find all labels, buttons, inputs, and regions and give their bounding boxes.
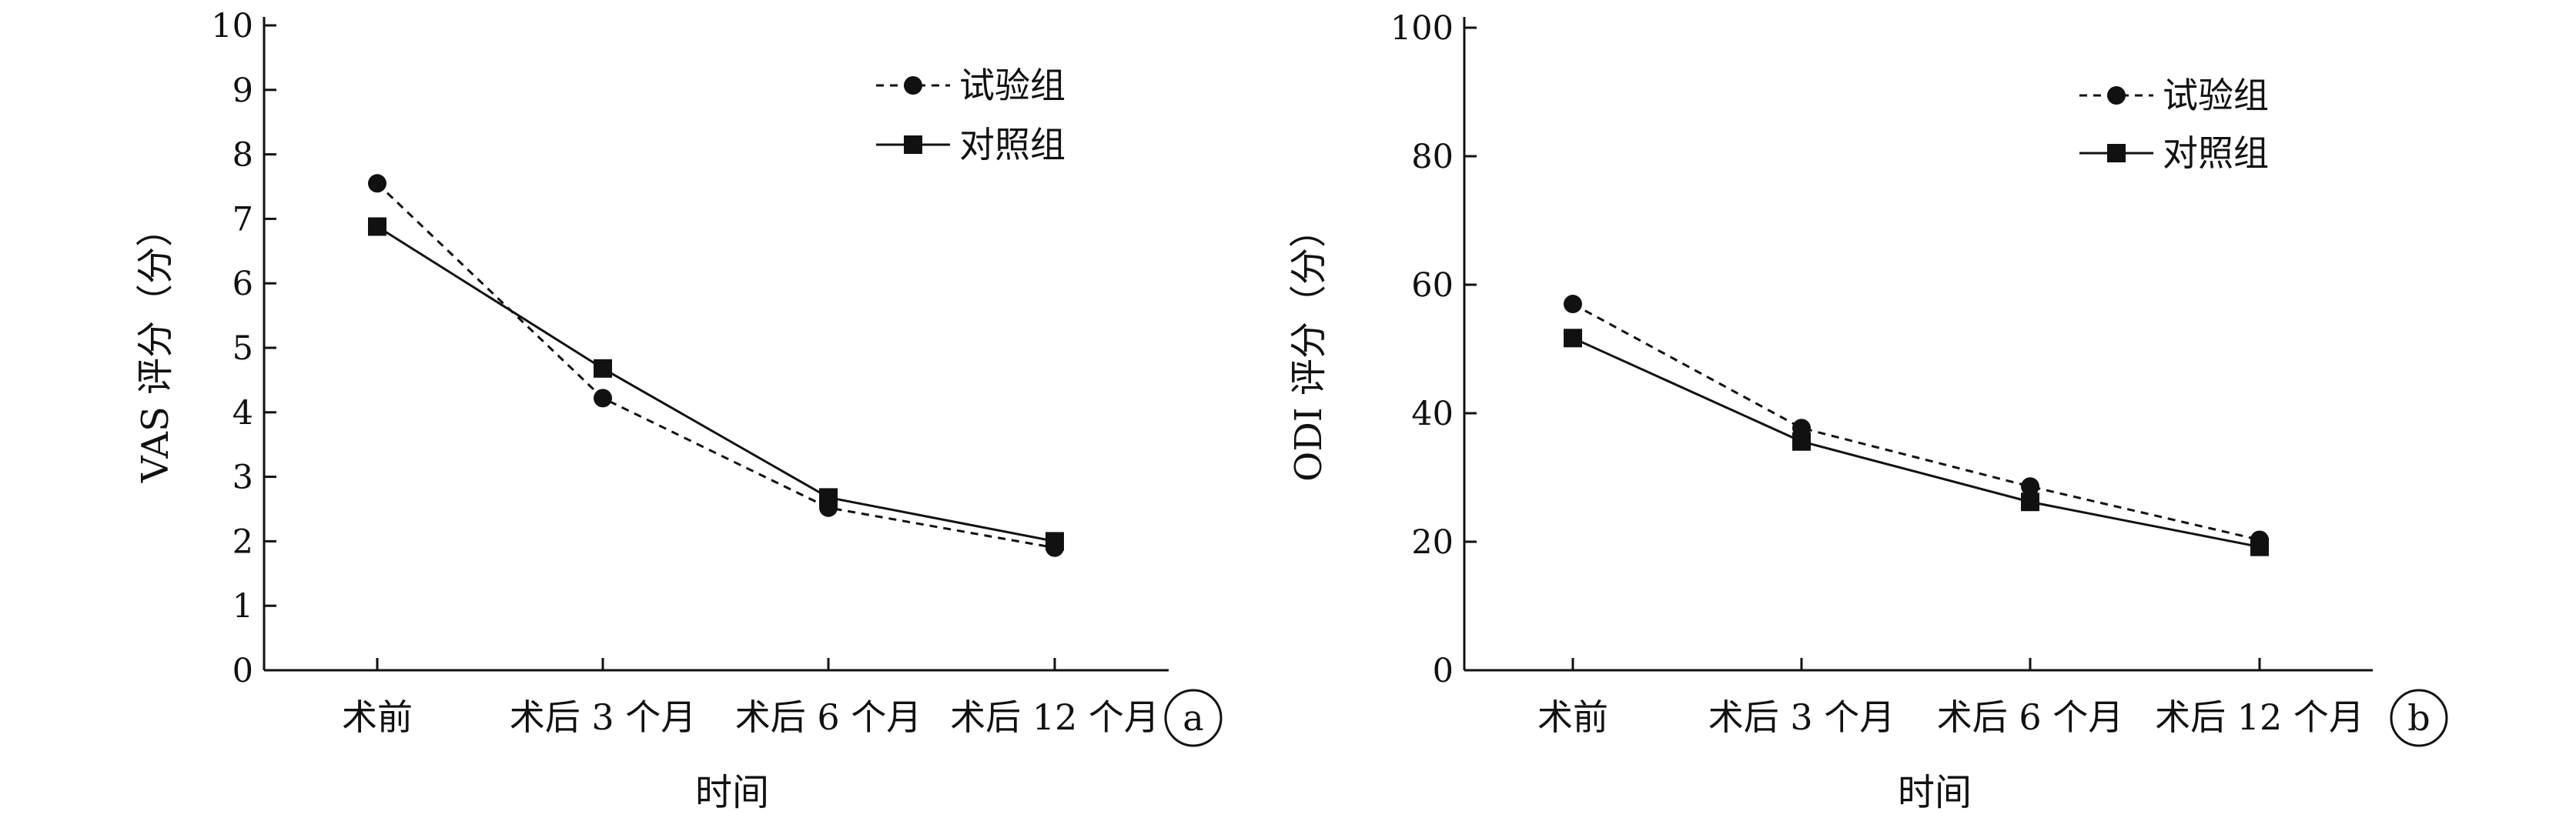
data-point-test: [819, 498, 838, 517]
data-point-test: [1792, 419, 1811, 438]
panel-label-circle: [2390, 689, 2448, 747]
y-tick-label: 7: [233, 200, 253, 239]
legend-label: 试验组: [959, 65, 1066, 106]
series-line-control: [1572, 336, 2260, 549]
x-tick-label: 术后 6 个月: [735, 696, 922, 738]
y-tick-label: 100: [1390, 9, 1454, 48]
y-tick-label: 8: [233, 136, 253, 175]
series-line-test: [1572, 302, 2260, 541]
y-tick-label: 5: [233, 329, 253, 368]
x-axis-title: 时间: [1898, 771, 1972, 814]
data-point-control: [2021, 492, 2039, 512]
data-point-test: [2021, 477, 2039, 496]
x-tick-label: 术后 6 个月: [1937, 696, 2124, 738]
data-point-control: [368, 217, 386, 236]
data-point-control: [594, 359, 612, 378]
x-tick-label: 术前: [342, 696, 413, 738]
y-tick-label: 20: [1411, 523, 1454, 562]
data-point-control: [1564, 329, 1582, 348]
data-point-test: [594, 389, 612, 408]
legend-marker-square: [2107, 144, 2126, 162]
y-tick-label: 4: [233, 394, 253, 432]
y-axis-title: ODI 评分（分）: [1287, 211, 1330, 482]
x-axis-title: 时间: [695, 771, 769, 814]
data-point-test: [2250, 530, 2269, 549]
data-point-test: [368, 174, 386, 193]
x-tick-label: 术后 12 个月: [950, 696, 1159, 738]
panel-label-circle: [1164, 689, 1223, 747]
x-tick-label: 术后 3 个月: [510, 696, 697, 738]
y-tick-label: 2: [233, 523, 253, 561]
legend-label: 对照组: [2163, 132, 2269, 174]
y-tick-label: 3: [233, 459, 253, 497]
y-tick-label: 0: [233, 652, 253, 690]
y-axis-title: VAS 评分（分）: [134, 210, 177, 483]
y-tick-label: 9: [233, 72, 253, 110]
legend-marker-circle: [2107, 86, 2126, 105]
y-tick-label: 6: [233, 265, 253, 303]
y-tick-label: 60: [1411, 266, 1454, 305]
x-tick-label: 术后 3 个月: [1708, 696, 1895, 738]
y-tick-label: 0: [1433, 652, 1454, 690]
legend-marker-square: [904, 135, 922, 154]
panel-label: b: [2407, 697, 2430, 739]
series-line-control: [376, 225, 1055, 543]
data-point-test: [1045, 538, 1064, 557]
y-tick-label: 40: [1411, 395, 1454, 433]
legend-label: 对照组: [959, 124, 1066, 165]
y-tick-label: 10: [211, 7, 253, 45]
series-line-test: [376, 182, 1055, 549]
legend-marker-circle: [904, 76, 922, 95]
legend-label: 试验组: [2163, 75, 2269, 116]
y-tick-label: 80: [1411, 138, 1454, 176]
x-tick-label: 术前: [1537, 696, 1608, 738]
data-point-test: [1564, 295, 1582, 314]
panel-label: a: [1183, 697, 1203, 739]
x-tick-label: 术后 12 个月: [2155, 696, 2364, 738]
y-tick-label: 1: [233, 587, 253, 626]
